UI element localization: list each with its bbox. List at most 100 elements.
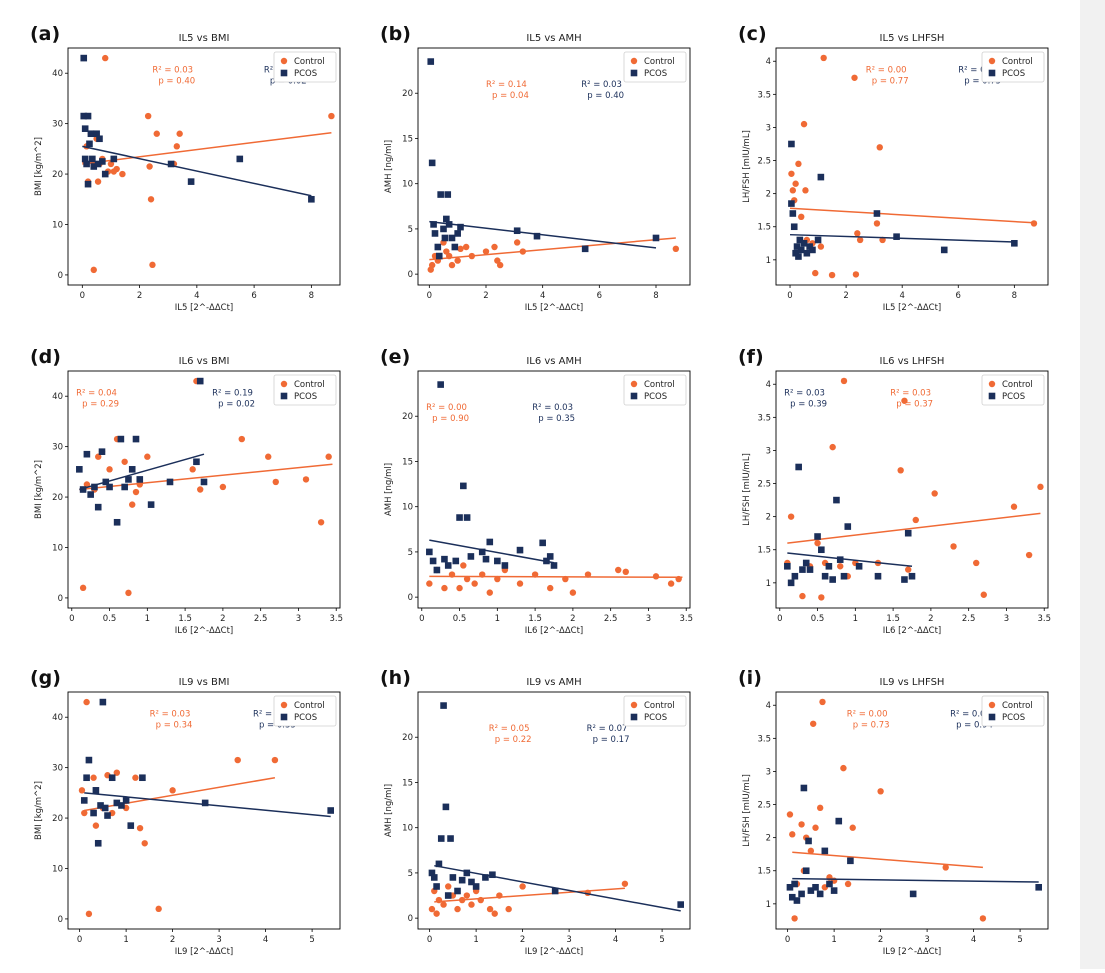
x-axis-label: IL6 [2^-ΔΔCt] — [525, 626, 583, 636]
legend-box — [981, 51, 1045, 83]
regression-line-pcos — [429, 220, 657, 249]
y-tick-label: 0 — [58, 271, 63, 281]
data-point-pcos — [463, 514, 471, 521]
data-point-pcos — [677, 901, 685, 908]
legend-label-pcos: PCOS — [294, 69, 317, 79]
data-point-pcos — [125, 476, 132, 483]
data-point-pcos — [440, 702, 447, 709]
data-point-pcos — [132, 435, 140, 443]
regression-line-pcos — [79, 453, 205, 491]
data-point-pcos — [826, 880, 833, 888]
x-tick-label: 4 — [194, 291, 199, 301]
data-point-pcos — [482, 874, 489, 881]
x-tick-label: 8 — [309, 291, 314, 301]
data-point-pcos — [442, 803, 450, 811]
data-point-control — [173, 143, 180, 150]
data-point-control — [440, 901, 447, 908]
window-edge — [1080, 0, 1105, 969]
y-tick-label: 1 — [766, 579, 771, 589]
plot-title: IL6 vs AMH — [526, 356, 581, 367]
stat-r2-control: R² = 0.00 — [866, 66, 907, 76]
data-point-control — [905, 566, 912, 573]
stat-p-pcos: p = 0.40 — [587, 91, 624, 101]
panel-b: (b) IL5 vs AMH 0 2 4 6 8 0 5 10 15 20 IL5 [2^-ΔΔCt] A… — [380, 23, 691, 313]
axes-frame — [775, 691, 1049, 930]
legend-marker-pcos — [280, 392, 288, 400]
x-tick-label: 3 — [924, 935, 929, 945]
data-point-pcos — [812, 883, 819, 891]
data-point-control — [897, 467, 904, 474]
y-tick-label: 5 — [408, 548, 413, 558]
panel-f: (f) IL6 vs LHFSH 0 0.5 1 1.5 2 2.5 3 3.5 1 1.5 2 2.5 3… — [738, 346, 1051, 636]
data-point-pcos — [452, 557, 460, 565]
data-point-control — [238, 435, 245, 443]
x-tick-label: 0 — [427, 291, 432, 301]
panel-letter: (e) — [380, 346, 410, 368]
data-point-pcos — [468, 878, 475, 886]
data-point-control — [107, 160, 115, 168]
data-point-pcos — [807, 887, 815, 894]
plot-title: IL9 vs LHFSH — [880, 677, 945, 688]
x-tick-label: 3 — [646, 614, 651, 624]
data-point-control — [622, 568, 629, 576]
data-point-pcos — [830, 887, 838, 894]
data-point-pcos — [426, 548, 433, 556]
x-tick-label: 1.5 — [886, 614, 900, 624]
regression-line-control — [429, 575, 683, 578]
y-axis-label: BMI [kg/m^2] — [34, 137, 44, 196]
x-tick-label: 5 — [1017, 935, 1022, 945]
plot-area — [76, 377, 333, 597]
y-tick-label: 0 — [58, 915, 63, 925]
data-point-pcos — [433, 566, 441, 574]
stat-p-pcos: p = 0.17 — [593, 735, 630, 745]
regression-line-control — [84, 776, 276, 812]
data-point-pcos — [513, 227, 521, 235]
data-point-pcos — [106, 483, 113, 491]
data-point-pcos — [79, 486, 87, 493]
data-point-pcos — [1035, 883, 1043, 891]
y-tick-label: 3 — [766, 767, 771, 777]
data-point-control — [457, 245, 464, 253]
y-axis-label: LH/FSH [mIU/mL] — [742, 130, 752, 203]
data-point-control — [132, 488, 140, 496]
data-point-control — [980, 591, 987, 598]
y-tick-label: 3.5 — [757, 413, 771, 423]
data-point-pcos — [96, 135, 103, 143]
regression-line-control — [82, 131, 332, 165]
data-point-pcos — [167, 160, 175, 168]
y-axis-label: AMH [ng/ml] — [384, 784, 394, 837]
legend-marker-control — [988, 380, 996, 388]
data-point-pcos — [429, 557, 437, 565]
data-point-pcos — [454, 230, 461, 237]
data-point-control — [950, 543, 957, 550]
legend-marker-pcos — [630, 713, 638, 721]
y-tick-label: 3 — [766, 123, 771, 133]
regression-line-control — [787, 512, 1041, 544]
data-point-pcos — [800, 239, 808, 247]
x-axis-label: IL5 [2^-ΔΔCt] — [525, 303, 583, 313]
data-point-control — [463, 892, 471, 899]
x-tick-label: 1 — [831, 935, 836, 945]
data-point-pcos — [83, 160, 90, 168]
x-tick-label: 0.5 — [103, 614, 117, 624]
data-point-control — [219, 483, 227, 491]
x-tick-label: 1.5 — [178, 614, 192, 624]
y-tick-label: 1.5 — [757, 223, 771, 233]
data-point-pcos — [457, 223, 464, 231]
y-tick-label: 2.5 — [757, 480, 771, 490]
x-tick-label: 2.5 — [254, 614, 268, 624]
legend-box — [623, 51, 687, 83]
legend-box — [273, 374, 337, 406]
data-point-pcos — [101, 804, 109, 812]
data-point-pcos — [441, 234, 449, 242]
data-point-control — [272, 478, 279, 486]
x-axis-label: IL6 [2^-ΔΔCt] — [175, 626, 233, 636]
regression-line-control — [79, 463, 333, 491]
axes-frame — [67, 691, 341, 930]
regression-line-control — [434, 887, 625, 903]
data-point-control — [428, 905, 436, 913]
data-point-control — [837, 563, 844, 570]
data-point-pcos — [802, 867, 810, 875]
data-point-pcos — [550, 562, 558, 569]
stat-r2-control: R² = 0.03 — [152, 66, 193, 76]
